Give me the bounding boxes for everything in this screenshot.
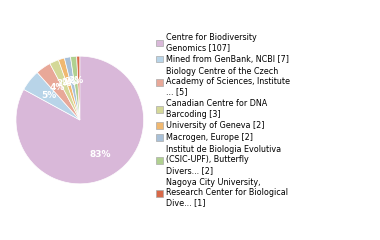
Text: 2%: 2% (68, 76, 84, 85)
Wedge shape (77, 56, 80, 120)
Wedge shape (64, 57, 80, 120)
Wedge shape (24, 72, 80, 120)
Wedge shape (16, 56, 144, 184)
Text: 83%: 83% (89, 150, 111, 159)
Text: 2%: 2% (65, 77, 80, 86)
Legend: Centre for Biodiversity
Genomics [107], Mined from GenBank, NCBI [7], Biology Ce: Centre for Biodiversity Genomics [107], … (156, 33, 290, 207)
Text: 4%: 4% (49, 83, 65, 92)
Text: 2%: 2% (56, 79, 71, 88)
Text: 5%: 5% (41, 91, 56, 100)
Wedge shape (71, 56, 80, 120)
Wedge shape (37, 64, 80, 120)
Wedge shape (59, 58, 80, 120)
Wedge shape (50, 60, 80, 120)
Text: 2%: 2% (61, 78, 76, 87)
